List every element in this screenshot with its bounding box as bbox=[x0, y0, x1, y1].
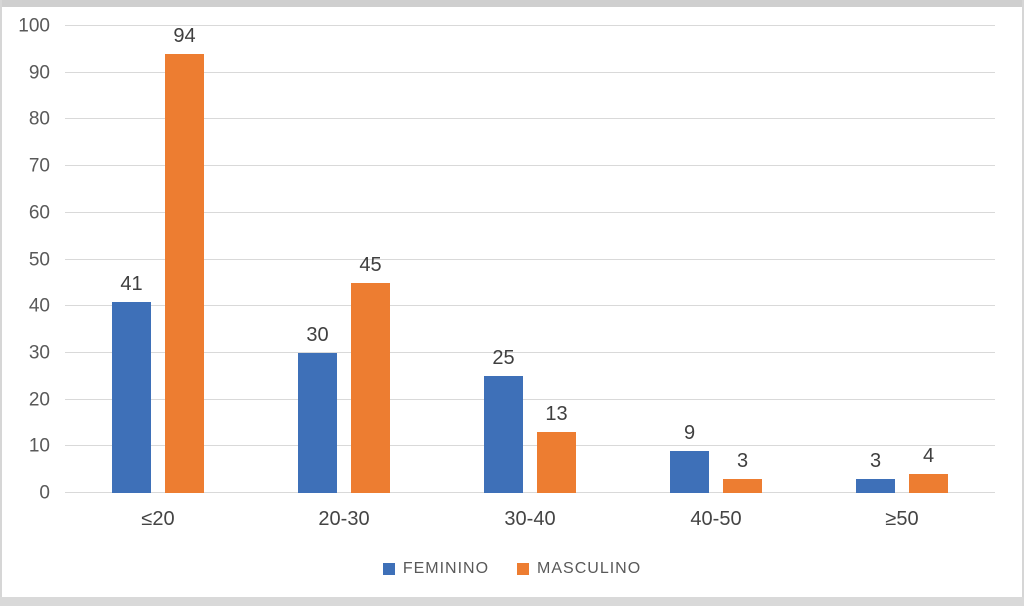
gridline bbox=[65, 25, 995, 26]
x-axis-tick-label: ≥50 bbox=[885, 508, 919, 530]
bar-value-label: 45 bbox=[359, 253, 382, 276]
gridline bbox=[65, 351, 995, 353]
y-axis-tick-label: 60 bbox=[28, 202, 50, 224]
legend-entry-masculino: MASCULINO bbox=[517, 561, 641, 577]
y-axis-tick-label: 30 bbox=[28, 342, 50, 364]
bar-feminino bbox=[670, 450, 709, 493]
y-axis-tick-label: 20 bbox=[28, 389, 50, 411]
legend-entry-feminino: FEMININO bbox=[382, 560, 490, 577]
x-axis-tick-label: 40-50 bbox=[690, 508, 742, 530]
bar-value-label: 41 bbox=[120, 272, 143, 295]
gridline bbox=[65, 118, 995, 120]
plot-area: 41 94 30 45 25 13 9 3 3 4 bbox=[65, 25, 995, 493]
y-axis-tick-label: 70 bbox=[28, 155, 50, 177]
bar-feminino bbox=[112, 301, 151, 493]
x-axis-tick-label: 30-40 bbox=[504, 508, 556, 530]
bar-feminino bbox=[298, 352, 337, 493]
y-axis-tick-label: 0 bbox=[39, 482, 50, 504]
gridline bbox=[65, 258, 995, 260]
y-axis-tick-label: 80 bbox=[28, 108, 50, 130]
y-axis: 0 10 20 30 40 50 60 70 80 90 100 bbox=[0, 17, 50, 503]
bar-value-label: 9 bbox=[683, 421, 696, 444]
bar-value-label: 4 bbox=[922, 445, 935, 468]
bar-masculino bbox=[351, 282, 390, 493]
gridline bbox=[65, 165, 995, 167]
gridline bbox=[65, 398, 995, 400]
frame-top-strip bbox=[0, 0, 1024, 7]
x-axis-tick-label: ≤20 bbox=[141, 508, 175, 530]
bar-value-label: 3 bbox=[869, 450, 882, 472]
x-axis-tick-label: 20-30 bbox=[318, 508, 370, 530]
legend-label: FEMININO bbox=[402, 560, 490, 577]
y-axis-tick-label: 90 bbox=[28, 62, 50, 84]
gridline bbox=[65, 492, 995, 493]
bar-masculino bbox=[537, 432, 576, 493]
y-axis-tick-label: 100 bbox=[18, 15, 50, 37]
y-axis-tick-label: 50 bbox=[28, 249, 50, 270]
gridline bbox=[65, 211, 995, 213]
bar-masculino bbox=[909, 474, 948, 493]
bar-value-label: 13 bbox=[545, 403, 568, 426]
bar-group-30-40: 25 13 bbox=[437, 26, 623, 493]
legend-label: MASCULINO bbox=[537, 560, 642, 577]
bar-value-label: 25 bbox=[492, 347, 515, 370]
legend: FEMININO MASCULINO bbox=[0, 561, 1024, 577]
legend-swatch-feminino bbox=[382, 563, 395, 575]
y-axis-tick-label: 40 bbox=[28, 295, 50, 317]
bar-feminino bbox=[484, 376, 523, 493]
bar-feminino bbox=[856, 479, 895, 493]
bar-value-label: 3 bbox=[736, 450, 749, 472]
bar-masculino bbox=[165, 54, 204, 493]
y-axis-tick-label: 10 bbox=[28, 435, 50, 457]
bar-group--20: 41 94 bbox=[65, 26, 251, 493]
frame-bottom-strip bbox=[0, 597, 1024, 606]
bar-value-label: 94 bbox=[173, 25, 196, 48]
legend-swatch-masculino bbox=[517, 563, 530, 575]
bar-value-label: 30 bbox=[306, 323, 329, 346]
bar-group-20-30: 30 45 bbox=[251, 26, 437, 493]
bar-masculino bbox=[723, 479, 762, 493]
gridline bbox=[65, 305, 995, 307]
gridline bbox=[65, 445, 995, 447]
gridline bbox=[65, 71, 995, 73]
